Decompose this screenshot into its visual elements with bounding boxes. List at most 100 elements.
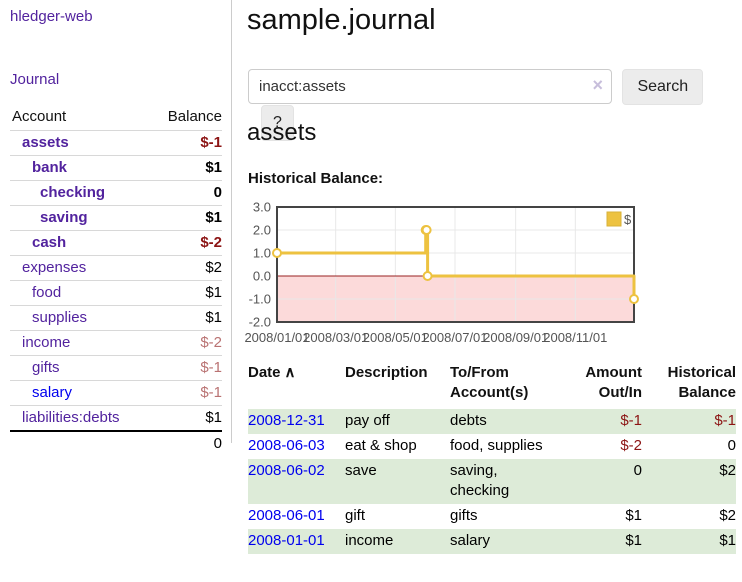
transaction-balance: 0 — [727, 437, 736, 454]
x-tick-label: 2008/05/01 — [363, 330, 428, 345]
search-button[interactable]: Search — [622, 69, 704, 105]
sidebar-account-link[interactable]: supplies — [32, 309, 88, 326]
transaction-date-link[interactable]: 2008-12-31 — [248, 412, 325, 429]
account-balance: $1 — [150, 155, 222, 181]
transaction-date-cell: 2008-06-01 — [248, 504, 345, 529]
search-input[interactable] — [248, 69, 612, 104]
data-point-marker — [421, 225, 432, 235]
sidebar-account-link[interactable]: salary — [32, 384, 73, 401]
x-tick-label: 2008/07/01 — [422, 330, 487, 345]
account-row: supplies $1 — [10, 305, 222, 331]
sidebar-account-link[interactable]: assets — [22, 134, 69, 151]
account-balance: 0 — [150, 180, 222, 206]
account-balance: $1 — [150, 305, 222, 331]
transaction-row: 2008-01-01 income salary $1 $1 — [248, 529, 736, 554]
help-button[interactable]: ? — [261, 105, 294, 141]
account-balance: $1 — [150, 405, 222, 431]
account-row: liabilities:debts $1 — [10, 405, 222, 431]
sidebar-account-link[interactable]: food — [32, 284, 62, 301]
transaction-date-cell: 2008-12-31 — [248, 409, 345, 434]
transaction-date-cell: 2008-01-01 — [248, 529, 345, 554]
transaction-balance: $1 — [642, 529, 736, 554]
accounts-header-balance: Balance — [167, 108, 222, 125]
accounts-header-account: Account — [12, 108, 67, 125]
search-form: × Search ? — [248, 69, 742, 141]
data-point-marker — [629, 294, 639, 304]
sidebar-account-link[interactable]: expenses — [22, 259, 87, 276]
transaction-accounts: debts — [450, 409, 560, 434]
sidebar-account-link[interactable]: cash — [32, 234, 67, 251]
transaction-row: 2008-06-02 save saving, checking 0 $2 — [248, 459, 736, 504]
account-title: assets — [247, 119, 317, 146]
column-header-balance[interactable]: Historical Balance — [667, 364, 736, 401]
transaction-date-link[interactable]: 2008-01-01 — [248, 532, 325, 549]
transaction-row: 2008-06-01 gift gifts $1 $2 — [248, 504, 736, 529]
transaction-accounts: salary — [450, 529, 560, 554]
account-row: assets $-1 — [10, 130, 222, 156]
legend-label: $ — [624, 212, 632, 227]
sidebar-account-link[interactable]: gifts — [32, 359, 60, 376]
chart-svg: 3.0 2.0 1.0 0.0 -1.0 -2.02008/01/012008/03/01… — [244, 200, 639, 345]
x-tick-label: 2008/03/01 — [303, 330, 368, 345]
page-title: sample.journal — [247, 4, 436, 36]
transaction-accounts: food, supplies — [450, 437, 543, 454]
transaction-amount: $1 — [560, 529, 642, 554]
sidebar-account-link[interactable]: bank — [32, 159, 68, 176]
search-box: × — [248, 69, 612, 104]
account-balance: $-2 — [150, 230, 222, 256]
transaction-balance: $-1 — [642, 409, 736, 434]
sidebar-account-link[interactable]: checking — [40, 184, 106, 201]
column-header-amount[interactable]: Amount Out/In — [585, 364, 642, 401]
transaction-description: eat & shop — [345, 437, 417, 454]
historical-balance-chart[interactable]: 3.0 2.0 1.0 0.0 -1.0 -2.0 2008/01/01 2008/03/01… — [242, 197, 640, 347]
transaction-description: save — [345, 459, 450, 504]
transaction-date-link[interactable]: 2008-06-02 — [248, 462, 325, 479]
sidebar-account-link[interactable]: saving — [40, 209, 88, 226]
column-header-date[interactable]: Date ∧ — [248, 364, 296, 381]
transaction-amount: $-2 — [620, 437, 642, 454]
register-table: Date ∧ Description To/From Account(s) Amo… — [248, 360, 736, 554]
clear-search-icon[interactable]: × — [592, 75, 603, 95]
accounts-total: 0 — [10, 430, 222, 456]
transaction-accounts: gifts — [450, 507, 478, 524]
legend-swatch — [606, 211, 622, 227]
y-tick-label: 0.0 — [253, 269, 271, 284]
x-tick-label: 2008/01/01 — [244, 330, 309, 345]
transaction-date-link[interactable]: 2008-06-03 — [248, 437, 325, 454]
account-row: cash $-2 — [10, 230, 222, 256]
transaction-description: pay off — [345, 409, 450, 434]
account-row: income $-2 — [10, 330, 222, 356]
transaction-accounts: saving, checking — [450, 459, 560, 504]
transaction-row: 2008-06-03 eat & shop food, supplies $-2 0 — [248, 434, 736, 459]
transaction-balance: $2 — [719, 507, 736, 524]
sidebar: hledger-web Journal Account Balance asse… — [0, 0, 232, 456]
sidebar-account-link[interactable]: income — [22, 334, 71, 351]
column-header-accounts[interactable]: To/From Account(s) — [450, 364, 529, 401]
sidebar-item-journal[interactable]: Journal — [10, 71, 60, 88]
y-tick-label: 1.0 — [253, 246, 271, 261]
account-row: expenses $2 — [10, 255, 222, 281]
plot-border — [276, 206, 635, 323]
transaction-date-link[interactable]: 2008-06-01 — [248, 507, 325, 524]
account-balance: $-2 — [150, 330, 222, 356]
x-tick-label: 2008/11/01 — [543, 330, 607, 345]
accounts-table: Account Balance assets $-1 bank $1 checking 0… — [10, 104, 222, 456]
register-header-row: Date ∧ Description To/From Account(s) Amo… — [248, 360, 736, 409]
transaction-description: income — [345, 529, 450, 554]
transaction-amount: $1 — [625, 507, 642, 524]
account-balance: $-1 — [150, 380, 222, 406]
account-balance: $-1 — [150, 355, 222, 381]
y-tick-label: -1.0 — [249, 292, 271, 307]
account-balance: $-1 — [150, 130, 222, 156]
transaction-date-cell: 2008-06-03 — [248, 434, 345, 459]
chart-title: Historical Balance: — [248, 170, 384, 187]
y-tick-label: -2.0 — [249, 315, 271, 330]
sidebar-account-link[interactable]: liabilities:debts — [22, 409, 120, 426]
account-balance: $2 — [150, 255, 222, 281]
account-row: checking 0 — [10, 180, 222, 206]
brand-link[interactable]: hledger-web — [10, 8, 93, 25]
y-tick-label: 2.0 — [253, 223, 271, 238]
column-header-description[interactable]: Description — [345, 364, 428, 381]
transaction-amount: 0 — [560, 459, 642, 504]
account-row: bank $1 — [10, 155, 222, 181]
